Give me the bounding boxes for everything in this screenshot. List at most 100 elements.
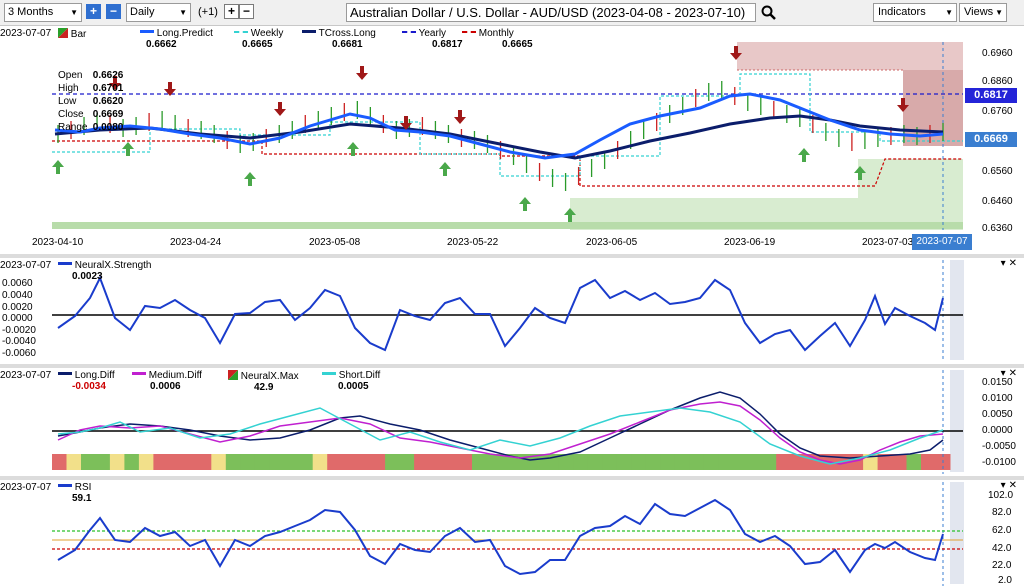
neuralx-max-cell [863,454,879,470]
period-dropdown[interactable]: 3 Months ▼ [4,3,82,22]
y-tick: 0.0100 [982,393,1013,404]
neuralx-max-cell [457,454,473,470]
y-tick: 0.0150 [982,377,1013,388]
zoom-out-button[interactable]: − [106,4,121,19]
neuralx-max-cell [616,454,632,470]
panel-divider[interactable] [0,476,1024,480]
instrument-title[interactable]: Australian Dollar / U.S. Dollar - AUD/US… [346,3,756,22]
legend-long-diff: Long.Diff -0.0034 [58,370,115,392]
x-tick: 2023-07-03 [862,237,914,248]
buy-arrow-icon [52,160,64,174]
price-panel: 2023-07-07 Bar Long.Predict 0.6662 Weekl… [0,26,1024,254]
sell-arrow-icon [109,76,121,90]
neuralx-max-cell [631,454,647,470]
neuralx-max-cell [718,454,734,470]
ohlc-row: Range 0.0080 [58,121,123,134]
y-tick: 0.6760 [982,106,1013,117]
legend-value: 0.6817 [432,39,463,50]
neuralx-max-cell [283,454,299,470]
legend-value: 59.1 [72,493,92,504]
y-tick: 0.0040 [2,290,33,301]
neuralx-max-cell [703,454,719,470]
neuralx-max-cell [761,454,777,470]
neuralx-max-cell [921,454,936,470]
chevron-down-icon: ▼ [70,8,78,17]
buy-arrow-icon [347,142,359,156]
panel-divider[interactable] [0,364,1024,368]
indicators-button[interactable]: Indicators ▼ [873,3,957,22]
legend-value: -0.0034 [72,381,106,392]
neuralx-max-cell [52,454,67,470]
neuralx-max-cell [95,454,111,470]
y-tick: 0.6860 [982,76,1013,87]
views-button[interactable]: Views ▼ [959,3,1007,22]
neuralx-max-cell [356,454,372,470]
y-tick: 0.6360 [982,223,1013,234]
strength-panel: ▾✕ 2023-07-07 NeuralX.Strength 0.0023 0.… [0,258,1024,364]
x-tick: 2023-06-19 [724,237,776,248]
neuralx-max-cell [269,454,285,470]
y-tick: 102.0 [988,490,1014,501]
neuralx-max-cell [196,454,212,470]
ohlc-value: 0.6701 [92,83,124,94]
neuralx-max-cell [153,454,169,470]
neuralx-max-cell [81,454,96,470]
ohlc-value: 0.6669 [92,109,124,120]
legend-strength: NeuralX.Strength 0.0023 [58,260,152,282]
x-tick: 2023-04-24 [170,237,222,248]
legend-name: Short.Diff [338,370,381,381]
y-tick: 0.0000 [2,313,33,324]
neuralx-max-cell [776,454,792,470]
panel-controls[interactable]: ▾✕ [1000,480,1020,491]
panel-divider[interactable] [0,254,1024,258]
ohlc-key: Range [58,122,88,133]
swatch [132,372,146,375]
ohlc-value: 0.6626 [92,70,124,81]
swatch [402,31,416,33]
buy-arrow-icon [244,172,256,186]
toolbar: 3 Months ▼ + − Daily ▼ (+1) + − Australi… [0,0,1024,26]
legend-monthly: Monthly 0.6665 [462,28,533,50]
buy-arrow-icon [798,148,810,162]
legend-name: Long.Predict [156,28,213,39]
neuralx-max-cell [312,454,328,470]
bar-legend-icon [58,28,68,38]
legend-long-predict: Long.Predict 0.6662 [140,28,213,50]
swatch [302,30,316,33]
neuralx-max-cell [486,454,502,470]
diff-chart [52,370,964,474]
search-icon[interactable] [761,5,776,20]
interval-dropdown[interactable]: Daily ▼ [126,3,191,22]
ohlc-readout: Open 0.6626 High 0.6701 Low 0.6620 Close… [58,69,123,134]
neuralx-max-cell [124,454,140,470]
neuralx-max-cell [732,454,748,470]
y-tick: 0.6960 [982,48,1013,59]
neuralx-max-cell [660,454,676,470]
diff-panel: ▾✕ 2023-07-07 Long.Diff -0.0034 Medium.D… [0,368,1024,476]
offset-minus-button[interactable]: − [239,4,254,19]
legend-value: 0.6662 [146,39,177,50]
panel-controls[interactable]: ▾✕ [1000,368,1020,379]
x-tick: 2023-04-10 [32,237,84,248]
chevron-down-icon: ▼ [945,8,953,17]
swatch [234,31,248,33]
neuralx-max-cell [877,454,893,470]
swatch [58,372,72,375]
sell-arrow-icon [164,82,176,96]
ohlc-row: High 0.6701 [58,82,123,95]
swatch [58,262,72,265]
zoom-in-button[interactable]: + [86,4,101,19]
legend-medium-diff: Medium.Diff 0.0006 [132,370,202,392]
neuralx-max-cell [530,454,545,470]
sell-arrow-icon [897,98,909,112]
neuralx-max-cell [167,454,183,470]
neuralx-max-icon [228,370,238,380]
panel-controls[interactable]: ▾✕ [1000,258,1020,269]
offset-plus-button[interactable]: + [224,4,239,19]
neuralx-max-cell [674,454,690,470]
y-tick: 2.0 [998,575,1012,586]
rsi-date: 2023-07-07 [0,482,52,493]
close-price-tag: 0.6669 [965,132,1017,147]
buy-arrow-icon [564,208,576,222]
chevron-down-icon: ▼ [179,8,187,17]
